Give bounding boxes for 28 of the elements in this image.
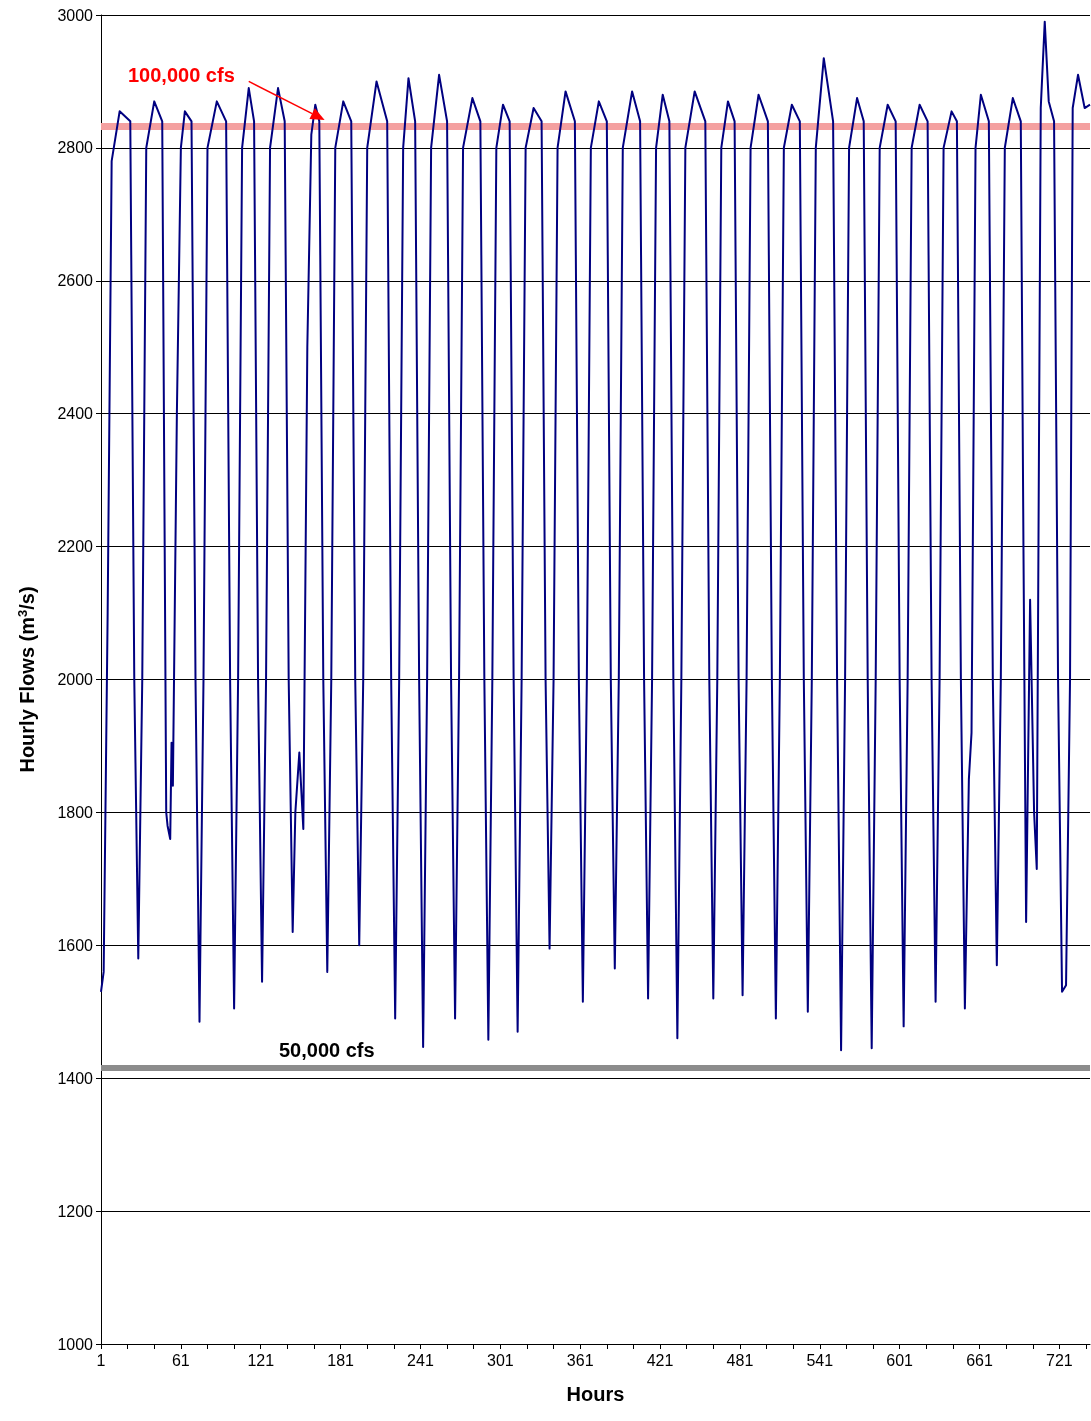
x-tick-label: 301 bbox=[486, 1351, 514, 1369]
x-tick-label: 361 bbox=[566, 1351, 594, 1369]
x-tick-label: 601 bbox=[886, 1351, 914, 1369]
x-axis-title: Hours bbox=[566, 1383, 625, 1405]
y-tick-label: 1000 bbox=[57, 1335, 94, 1353]
y-tick-label: 1400 bbox=[57, 1069, 94, 1087]
x-tick-label: 121 bbox=[247, 1351, 275, 1369]
x-tick-label: 61 bbox=[171, 1351, 190, 1369]
y-tick-label: 1600 bbox=[57, 936, 94, 954]
y-tick-label: 1200 bbox=[57, 1202, 94, 1220]
y-tick-label: 2400 bbox=[57, 405, 94, 423]
x-tick-label: 481 bbox=[726, 1351, 754, 1369]
y-tick-label: 1800 bbox=[57, 803, 94, 821]
y-tick-label: 3000 bbox=[57, 6, 94, 24]
x-tick-label: 421 bbox=[646, 1351, 674, 1369]
x-tick-label: 1 bbox=[96, 1351, 106, 1369]
y-tick-label: 2200 bbox=[57, 538, 94, 556]
ref-line-label: 50,000 cfs bbox=[279, 1038, 375, 1061]
y-axis-title: Hourly Flows (m3/s) bbox=[15, 586, 38, 773]
y-tick-label: 2600 bbox=[57, 272, 94, 290]
y-tick-label: 2000 bbox=[57, 671, 94, 688]
x-tick-label: 541 bbox=[806, 1351, 834, 1369]
ref-line-label: 100,000 cfs bbox=[128, 63, 235, 86]
y-tick-label: 2800 bbox=[57, 139, 94, 157]
x-tick-label: 181 bbox=[327, 1351, 355, 1369]
x-tick-label: 241 bbox=[407, 1351, 434, 1369]
x-tick-label: 661 bbox=[966, 1351, 993, 1369]
x-tick-label: 721 bbox=[1046, 1351, 1073, 1369]
